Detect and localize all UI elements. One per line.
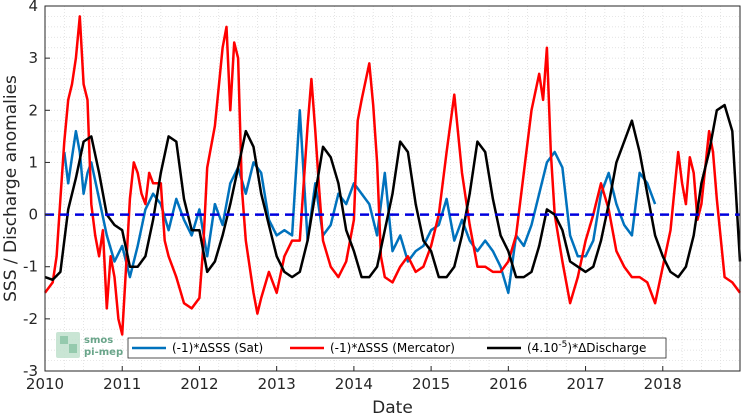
y-tick-label: 0 [28,206,38,224]
legend-label-discharge: (4.10-5)*ΔDischarge [527,340,646,355]
y-tick-label: -3 [23,362,38,380]
x-tick-label: 2013 [258,375,296,393]
series-line-sat [63,109,657,295]
x-axis-ticks: 2010 2011 2012 2013 2014 2015 2016 2017 2018 [26,366,682,393]
x-tick-label: 2017 [566,375,604,393]
series-line-discharge [44,103,742,282]
y-axis-title: SSS / Discharge anomalies [1,75,21,302]
x-tick-label: 2010 [26,375,64,393]
logo-text-smos: smos [84,335,113,346]
legend-label-sat: (-1)*ΔSSS (Sat) [172,341,263,355]
smos-pimep-logo: smos pi-mep [56,332,123,358]
y-tick-label: 3 [28,49,38,67]
legend-label-discharge-head: (4.10 [527,341,558,355]
y-tick-label: -1 [23,258,38,276]
x-tick-label: 2016 [489,375,527,393]
y-tick-label: 1 [28,153,38,171]
legend-label-mercator: (-1)*ΔSSS (Mercator) [330,341,455,355]
x-tick-label: 2011 [103,375,141,393]
y-tick-label: -2 [23,310,38,328]
x-tick-label: 2014 [335,375,373,393]
y-tick-label: 4 [28,0,38,15]
y-axis-ticks: -3 -2 -1 0 1 2 3 4 [23,0,50,380]
plot-area-frame [44,5,741,372]
x-tick-label: 2015 [412,375,450,393]
legend: (-1)*ΔSSS (Sat) (-1)*ΔSSS (Mercator) (4.… [127,337,667,359]
x-tick-label: 2018 [644,375,682,393]
legend-label-discharge-tail: )*ΔDischarge [567,341,646,355]
series-line-mercator [43,15,742,336]
x-axis-title: Date [372,398,413,416]
logo-text-pimep: pi-mep [84,347,123,358]
y-tick-label: 2 [28,101,38,119]
legend-label-discharge-sup: -5 [558,340,567,350]
x-tick-label: 2012 [180,375,218,393]
series-layer [43,15,742,336]
